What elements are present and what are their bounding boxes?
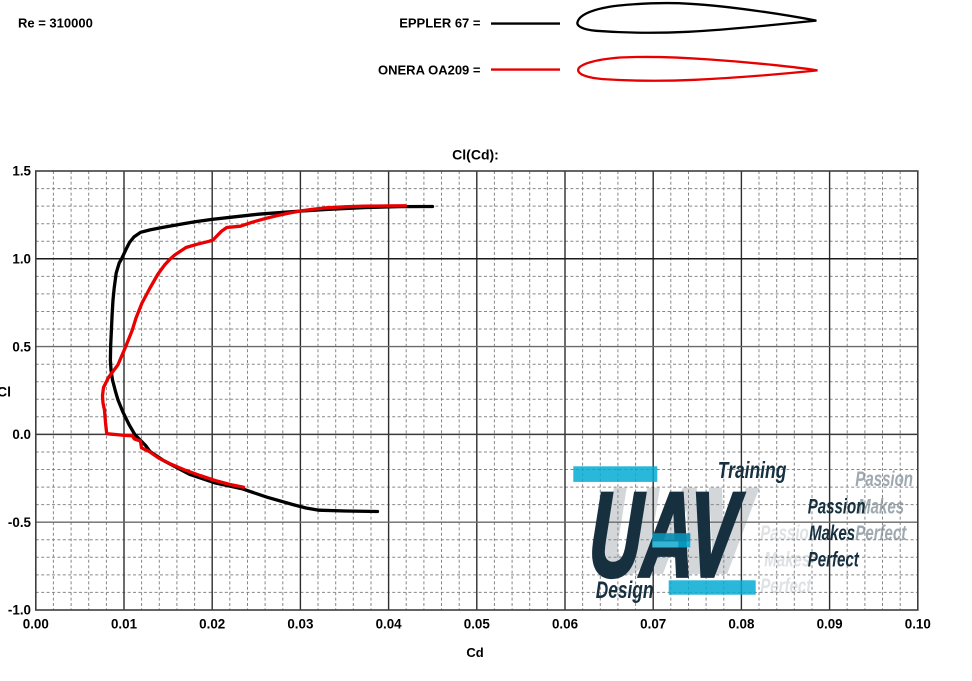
svg-text:0.02: 0.02: [199, 617, 225, 632]
svg-text:Passion: Passion: [760, 520, 818, 544]
svg-text:0.04: 0.04: [376, 617, 403, 632]
svg-text:0.00: 0.00: [23, 617, 49, 632]
svg-text:0.05: 0.05: [464, 617, 491, 632]
svg-text:1.5: 1.5: [12, 164, 31, 179]
svg-text:ONERA OA209 =: ONERA OA209 =: [378, 63, 481, 78]
svg-text:Training: Training: [718, 459, 787, 484]
svg-text:0.5: 0.5: [12, 339, 31, 354]
svg-text:1.0: 1.0: [12, 252, 31, 267]
svg-text:EPPLER 67 =: EPPLER 67 =: [399, 16, 481, 31]
svg-text:Design: Design: [596, 577, 654, 603]
svg-text:Re = 310000: Re = 310000: [18, 16, 93, 31]
svg-text:Perfect: Perfect: [855, 520, 907, 544]
svg-text:-1.0: -1.0: [8, 603, 31, 618]
svg-text:Makes: Makes: [858, 494, 904, 518]
svg-text:Cl(Cd):: Cl(Cd):: [452, 147, 499, 163]
svg-text:Cd: Cd: [466, 645, 483, 660]
svg-text:0.07: 0.07: [640, 617, 666, 632]
svg-text:Makes: Makes: [809, 520, 855, 544]
svg-text:0.0: 0.0: [12, 427, 31, 442]
svg-text:-0.5: -0.5: [8, 515, 32, 530]
svg-text:0.06: 0.06: [552, 617, 578, 632]
svg-text:Makes: Makes: [764, 547, 810, 571]
svg-text:Perfect: Perfect: [760, 573, 812, 597]
svg-text:Passion: Passion: [808, 494, 866, 518]
svg-text:Cl: Cl: [0, 384, 11, 400]
svg-text:0.03: 0.03: [287, 617, 313, 632]
svg-text:0.01: 0.01: [111, 617, 138, 632]
svg-text:0.09: 0.09: [817, 617, 843, 632]
svg-text:0.10: 0.10: [905, 617, 931, 632]
svg-text:0.08: 0.08: [728, 617, 755, 632]
svg-text:Perfect: Perfect: [808, 547, 860, 571]
